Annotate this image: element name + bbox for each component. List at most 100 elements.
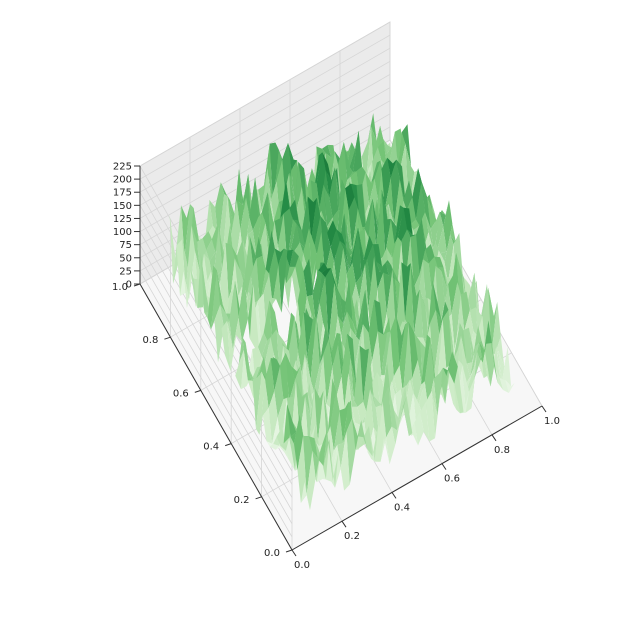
surface-patch	[343, 248, 353, 275]
surface-patch	[352, 306, 362, 339]
surface-patch	[434, 211, 444, 255]
surface-patch	[214, 304, 224, 363]
surface-patch	[258, 356, 268, 380]
surface-patch	[344, 358, 354, 414]
surface-patch	[421, 334, 431, 385]
surface-patch	[387, 157, 397, 178]
surface-patch	[307, 316, 317, 381]
y-tick-mark	[285, 549, 293, 553]
surface-patch	[370, 389, 380, 436]
surface-patch	[382, 386, 392, 438]
z-tick-label: 150	[113, 201, 132, 212]
surface-patch	[356, 289, 366, 341]
surface-patch	[437, 367, 447, 417]
surface-patch	[321, 231, 331, 274]
surface-patch	[454, 323, 464, 357]
surface-patch	[272, 264, 282, 313]
x-tick-label: 1.0	[544, 416, 560, 427]
surface-patch	[371, 199, 381, 234]
surface-patch	[303, 382, 313, 417]
surface-patch	[382, 260, 392, 267]
surface-patch	[407, 229, 417, 238]
surface-patch	[261, 337, 271, 363]
surface-patch	[460, 391, 470, 414]
surface-patch	[467, 330, 477, 364]
y-tick-label: 0.0	[264, 548, 280, 559]
surface-patch	[256, 371, 266, 435]
surface-patch	[250, 258, 260, 307]
surface-patch	[340, 279, 350, 324]
surface-patch	[339, 240, 349, 270]
surface-patch	[349, 279, 359, 339]
surface-patch	[430, 310, 440, 379]
surface-patch	[213, 226, 223, 282]
y-tick-label: 0.6	[173, 388, 189, 399]
surface-patch	[374, 194, 384, 233]
surface-patch	[282, 143, 292, 203]
surface-patch	[460, 291, 470, 331]
surface-patch	[412, 359, 422, 407]
surface-patch	[334, 283, 344, 324]
surface-patch	[249, 235, 259, 267]
surface-patch	[274, 248, 284, 265]
surface-patch	[285, 353, 295, 402]
surface-patch	[308, 228, 318, 293]
surface-patch	[393, 365, 403, 395]
surface-patch	[331, 333, 341, 366]
surface-patch	[439, 200, 449, 227]
surface-patch	[403, 180, 413, 210]
surface-patch	[434, 256, 444, 268]
surface-patch	[345, 183, 355, 211]
y-tick-mark	[225, 443, 232, 447]
surface-patch	[354, 345, 364, 407]
surface-patch	[376, 261, 386, 272]
surface-patch	[354, 436, 364, 450]
x-axis-ticks: 0.0 0.2 0.4 0.6 0.8 1.0	[291, 405, 560, 571]
surface-patch	[259, 379, 269, 435]
surface-patch	[474, 272, 484, 324]
surface-patch	[454, 366, 464, 414]
surface-patch	[390, 315, 400, 377]
surface-patch	[221, 292, 231, 326]
y-tick-label: 1.0	[112, 282, 128, 293]
z-tick-label: 175	[113, 188, 132, 199]
surface-patch	[269, 142, 279, 208]
surface-patch	[223, 320, 233, 350]
surface-patch	[475, 340, 485, 352]
x-tick-label: 0.6	[444, 474, 460, 485]
surface-patch	[415, 381, 425, 407]
surface-patch	[335, 451, 345, 491]
surface-patch	[386, 426, 396, 465]
surface-patch	[410, 263, 420, 334]
surface-patch	[473, 341, 483, 369]
surface-patch	[498, 346, 508, 382]
surface-patch	[305, 386, 315, 452]
surface-patch	[505, 380, 515, 393]
surface-patch	[242, 174, 252, 227]
surface-patch	[343, 142, 353, 181]
surface-patch	[430, 211, 440, 255]
surface-patch	[372, 189, 382, 247]
surface-patch	[320, 439, 330, 480]
surface-patch	[316, 152, 326, 210]
surface-plot	[169, 113, 515, 511]
surface-patch	[390, 159, 400, 225]
surface-patch	[333, 410, 343, 451]
surface-patch	[494, 366, 504, 391]
surface-patch	[471, 351, 481, 409]
surface-patch	[346, 418, 356, 485]
surface-patch	[357, 420, 367, 449]
surface-patch	[441, 234, 451, 263]
surface-patch	[285, 170, 295, 204]
surface-patch	[232, 317, 242, 350]
surface-patch	[303, 258, 313, 297]
surface-patch	[374, 299, 384, 335]
x-axis-line	[291, 405, 543, 551]
surface-patch	[444, 234, 454, 284]
surface-patch	[396, 159, 406, 205]
surface-patch	[345, 244, 355, 270]
z-axis-ticks: 0 25 50 75 100 125 150 175 200 225	[113, 162, 140, 291]
surface-patch	[420, 401, 430, 442]
surface-patch	[419, 289, 429, 341]
surface-patch	[323, 338, 333, 405]
